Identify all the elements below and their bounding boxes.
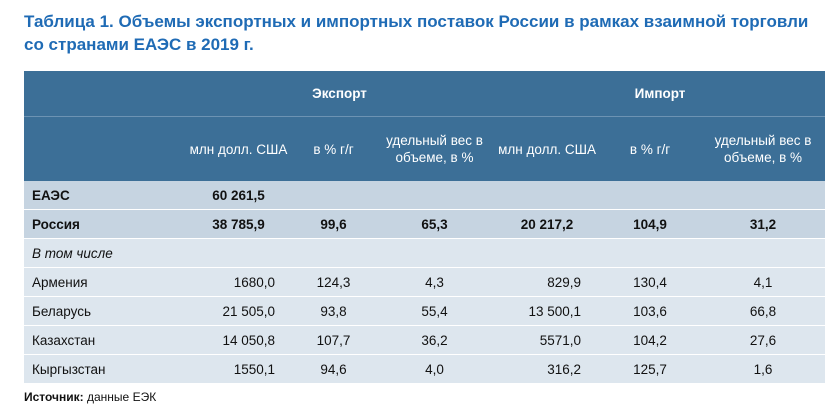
row-name: Кыргызстан: [24, 354, 184, 384]
header-corner-sub: [24, 116, 184, 181]
cell: [374, 181, 496, 210]
row-name: ЕАЭС: [24, 181, 184, 210]
source-note: Источник: данные ЕЭК: [24, 390, 156, 404]
cell: 94,6: [293, 354, 374, 384]
cell: 5571,0: [495, 325, 600, 355]
col-export-mln: млн долл. США: [184, 116, 293, 181]
header-sub-row: млн долл. США в % г/г удельный вес в объ…: [24, 116, 826, 181]
table-row: Беларусь 21 505,0 93,8 55,4 13 500,1 103…: [24, 296, 826, 326]
col-import-yoy: в % г/г: [599, 116, 702, 181]
cell: 829,9: [495, 267, 600, 297]
cell: 60 261,5: [184, 181, 293, 210]
header-corner: [24, 71, 184, 117]
cell: 21 505,0: [184, 296, 293, 326]
row-name: Казахстан: [24, 325, 184, 355]
trade-table: Экспорт Импорт млн долл. США в % г/г уде…: [24, 71, 826, 384]
table-row: Россия 38 785,9 99,6 65,3 20 217,2 104,9…: [24, 209, 826, 239]
cell: 1680,0: [184, 267, 293, 297]
header-group-row: Экспорт Импорт: [24, 71, 826, 117]
cell: [701, 238, 826, 268]
cell: 124,3: [293, 267, 374, 297]
col-export-share: удельный вес в объеме, в %: [374, 116, 496, 181]
cell: 4,1: [701, 267, 826, 297]
header-import: Импорт: [495, 71, 826, 117]
table-row: В том числе: [24, 238, 826, 268]
cell: 27,6: [701, 325, 826, 355]
cell: 104,2: [599, 325, 702, 355]
cell: 20 217,2: [495, 209, 600, 239]
col-import-share: удельный вес в объеме, в %: [701, 116, 826, 181]
cell: 38 785,9: [184, 209, 293, 239]
table-row: Кыргызстан 1550,1 94,6 4,0 316,2 125,7 1…: [24, 354, 826, 384]
source-label: Источник:: [24, 390, 84, 404]
cell: 93,8: [293, 296, 374, 326]
cell: [495, 238, 600, 268]
cell: 4,3: [374, 267, 496, 297]
table-row: Армения 1680,0 124,3 4,3 829,9 130,4 4,1: [24, 267, 826, 297]
cell: [293, 238, 374, 268]
source-text: данные ЕЭК: [87, 390, 157, 404]
table-row: ЕАЭС 60 261,5: [24, 181, 826, 210]
cell: 36,2: [374, 325, 496, 355]
cell: 55,4: [374, 296, 496, 326]
cell: 104,9: [599, 209, 702, 239]
cell: 4,0: [374, 354, 496, 384]
header-export: Экспорт: [184, 71, 496, 117]
cell: 125,7: [599, 354, 702, 384]
cell: 31,2: [701, 209, 826, 239]
cell: 107,7: [293, 325, 374, 355]
cell: 1,6: [701, 354, 826, 384]
cell: [293, 181, 374, 210]
cell: 99,6: [293, 209, 374, 239]
cell: 13 500,1: [495, 296, 600, 326]
cell: 316,2: [495, 354, 600, 384]
cell: [599, 181, 702, 210]
cell: [701, 181, 826, 210]
cell: 103,6: [599, 296, 702, 326]
cell: [184, 238, 293, 268]
row-name: Россия: [24, 209, 184, 239]
cell: [495, 181, 600, 210]
col-export-yoy: в % г/г: [293, 116, 374, 181]
cell: 65,3: [374, 209, 496, 239]
col-import-mln: млн долл. США: [495, 116, 600, 181]
cell: [599, 238, 702, 268]
row-name: Беларусь: [24, 296, 184, 326]
cell: 1550,1: [184, 354, 293, 384]
cell: 130,4: [599, 267, 702, 297]
row-name: Армения: [24, 267, 184, 297]
row-name: В том числе: [24, 238, 184, 268]
cell: 14 050,8: [184, 325, 293, 355]
cell: 66,8: [701, 296, 826, 326]
table-title: Таблица 1. Объемы экспортных и импортных…: [24, 12, 809, 54]
cell: [374, 238, 496, 268]
table-row: Казахстан 14 050,8 107,7 36,2 5571,0 104…: [24, 325, 826, 355]
